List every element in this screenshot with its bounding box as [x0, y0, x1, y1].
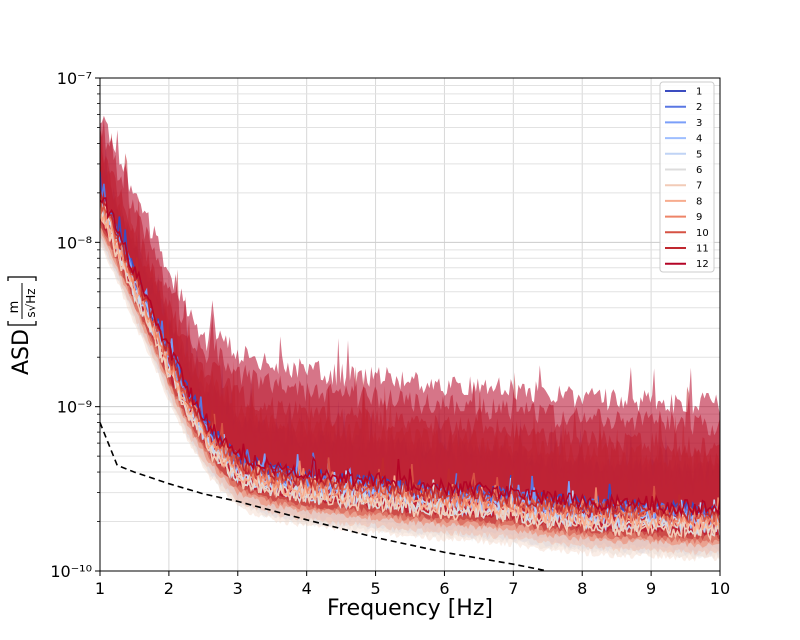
axis-ticks: [95, 77, 721, 576]
y-axis-label-group: ASD m s√Hz: [7, 276, 38, 375]
x-tick-label: 5: [370, 579, 380, 598]
x-tick-label: 6: [439, 579, 449, 598]
x-tick-label: 7: [508, 579, 518, 598]
x-tick-labels: 1 2 3 4 5 6 7 8 9 10: [95, 579, 730, 598]
legend-label: 12: [696, 259, 709, 270]
legend-label: 11: [696, 244, 709, 255]
y-tick-label: 10⁻⁸: [57, 233, 92, 252]
x-tick-label: 2: [164, 579, 174, 598]
legend-label: 4: [696, 134, 702, 145]
legend-label: 3: [696, 118, 702, 129]
y-axis-unit: m s√Hz: [7, 276, 38, 326]
plot-frame: [99, 77, 721, 572]
x-axis-label: Frequency [Hz]: [327, 596, 493, 621]
series-lines: [100, 171, 720, 542]
line-series-12: [100, 197, 720, 518]
y-axis-label: ASD: [9, 329, 34, 375]
x-tick-label: 10: [710, 579, 730, 598]
y-tick-label: 10⁻⁷: [57, 69, 92, 88]
x-tick-label: 3: [233, 579, 243, 598]
legend-label: 8: [696, 196, 702, 207]
svg-text:m: m: [7, 301, 22, 314]
legend-label: 9: [696, 212, 702, 223]
legend-label: 5: [696, 149, 702, 160]
legend-box: [659, 81, 715, 273]
x-tick-label: 1: [95, 579, 105, 598]
x-tick-label: 9: [646, 579, 656, 598]
svg-text:s√Hz: s√Hz: [24, 288, 38, 317]
line-series-11: [100, 189, 720, 521]
legend-label: 6: [696, 165, 702, 176]
x-tick-label: 8: [577, 579, 587, 598]
y-tick-labels: 10⁻¹⁰ 10⁻⁹ 10⁻⁸ 10⁻⁷: [50, 69, 92, 581]
y-tick-label: 10⁻¹⁰: [50, 562, 92, 581]
legend-label: 2: [696, 102, 702, 113]
reference-curve: [100, 422, 548, 571]
envelope-series-12: [100, 115, 720, 536]
x-tick-label: 4: [302, 579, 312, 598]
legend-label: 1: [696, 87, 702, 98]
reference-dashed-line: [100, 422, 548, 571]
y-tick-label: 10⁻⁹: [57, 398, 92, 417]
legend-label: 10: [696, 228, 709, 239]
legend-label: 7: [696, 181, 702, 192]
line-series-7: [100, 201, 720, 542]
